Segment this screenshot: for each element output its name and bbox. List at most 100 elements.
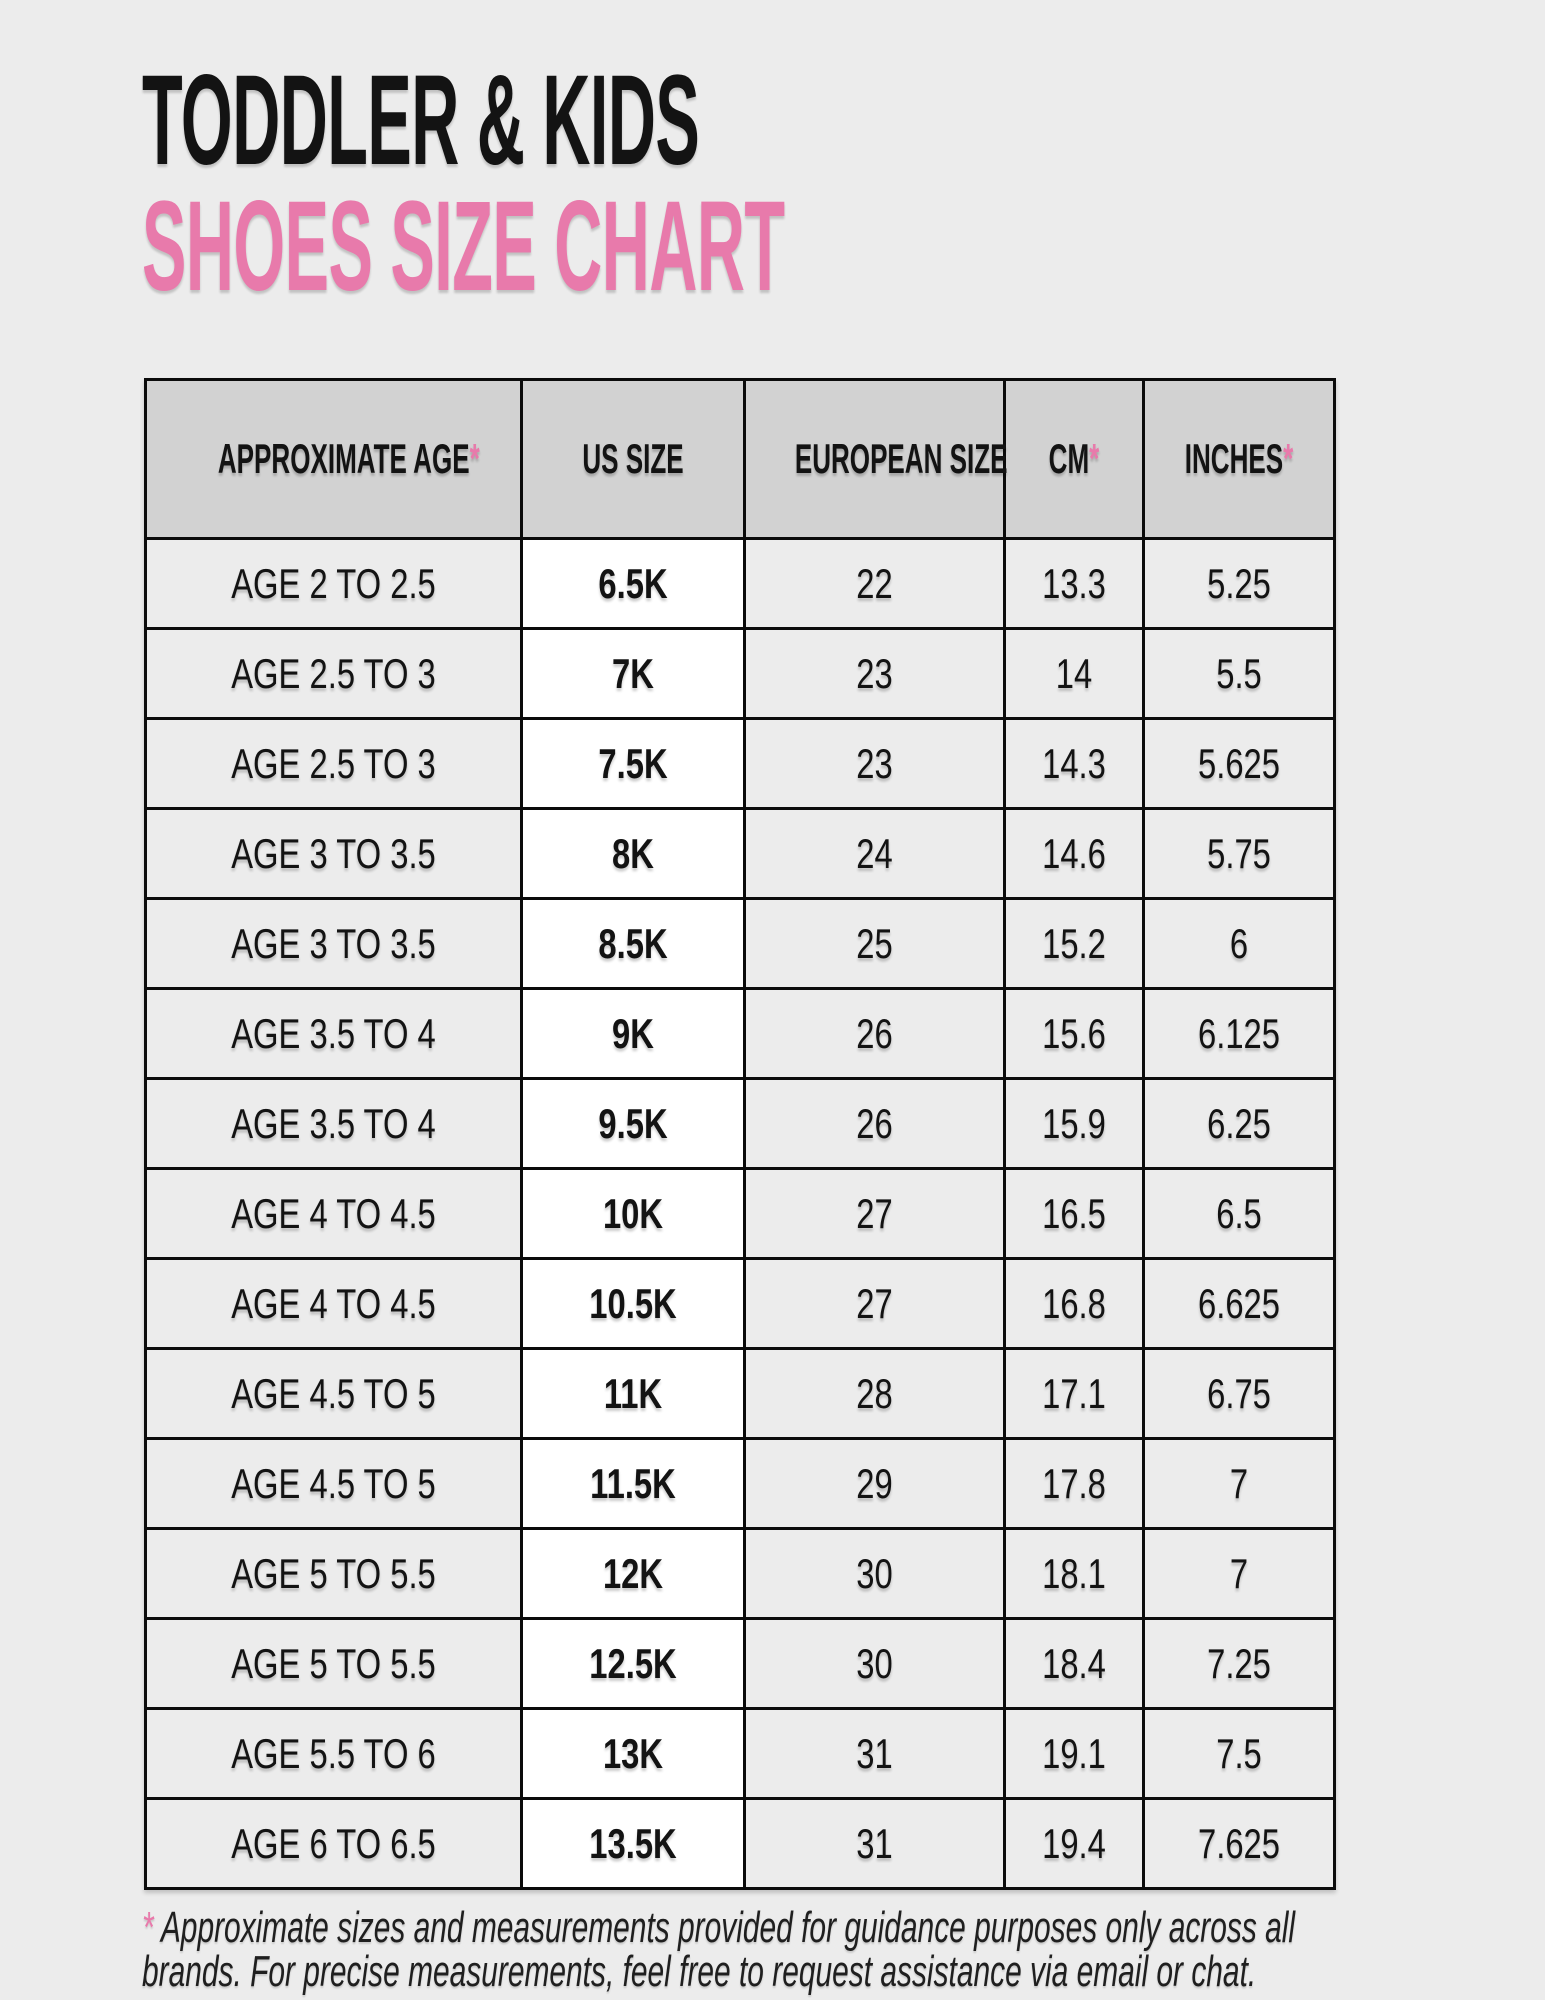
cell-cm: 19.4 bbox=[1003, 1797, 1145, 1890]
cell-european-size: 31 bbox=[743, 1707, 1006, 1800]
cell-european-size: 28 bbox=[743, 1347, 1006, 1440]
cell-approximate-age: AGE 4 TO 4.5 bbox=[144, 1167, 523, 1260]
cell-us-size: 12K bbox=[520, 1527, 746, 1620]
table-row: AGE 3 TO 3.5 8.5K 25 15.2 6 bbox=[144, 897, 1336, 990]
cell-inches: 5.75 bbox=[1142, 807, 1336, 900]
cell-european-size: 27 bbox=[743, 1167, 1006, 1260]
col-header-inches: INCHES* bbox=[1142, 378, 1336, 540]
cell-approximate-age: AGE 6 TO 6.5 bbox=[144, 1797, 523, 1890]
cell-inches: 6 bbox=[1142, 897, 1336, 990]
footnote-asterisk: * bbox=[142, 1903, 154, 1952]
cell-inches: 6.625 bbox=[1142, 1257, 1336, 1350]
cell-inches: 6.5 bbox=[1142, 1167, 1336, 1260]
col-header-cm: CM* bbox=[1003, 378, 1145, 540]
cell-us-size: 7K bbox=[520, 627, 746, 720]
cell-inches: 7.625 bbox=[1142, 1797, 1336, 1890]
col-header-label: EUROPEAN SIZE bbox=[794, 435, 1008, 482]
cell-us-size: 10.5K bbox=[520, 1257, 746, 1350]
cell-inches: 5.25 bbox=[1142, 537, 1336, 630]
cell-european-size: 26 bbox=[743, 1077, 1006, 1170]
cell-us-size: 11K bbox=[520, 1347, 746, 1440]
cell-us-size: 6.5K bbox=[520, 537, 746, 630]
table-row: AGE 4.5 TO 5 11.5K 29 17.8 7 bbox=[144, 1437, 1336, 1530]
cell-approximate-age: AGE 5.5 TO 6 bbox=[144, 1707, 523, 1800]
col-header-approximate-age: APPROXIMATE AGE* bbox=[144, 378, 523, 540]
table-row: AGE 4 TO 4.5 10.5K 27 16.8 6.625 bbox=[144, 1257, 1336, 1350]
cell-inches: 7.25 bbox=[1142, 1617, 1336, 1710]
col-header-label: INCHES bbox=[1184, 435, 1284, 482]
asterisk-mark: * bbox=[1283, 435, 1294, 482]
cell-inches: 7.5 bbox=[1142, 1707, 1336, 1800]
cell-approximate-age: AGE 2.5 TO 3 bbox=[144, 627, 523, 720]
page-title-line-1: TODDLER & KIDS bbox=[142, 49, 700, 192]
col-header-label: US SIZE bbox=[582, 435, 684, 482]
cell-european-size: 31 bbox=[743, 1797, 1006, 1890]
cell-approximate-age: AGE 3 TO 3.5 bbox=[144, 807, 523, 900]
cell-approximate-age: AGE 4 TO 4.5 bbox=[144, 1257, 523, 1350]
cell-us-size: 12.5K bbox=[520, 1617, 746, 1710]
cell-approximate-age: AGE 5 TO 5.5 bbox=[144, 1527, 523, 1620]
cell-inches: 6.125 bbox=[1142, 987, 1336, 1080]
table-row: AGE 3 TO 3.5 8K 24 14.6 5.75 bbox=[144, 807, 1336, 900]
size-table-header: APPROXIMATE AGE* US SIZE EUROPEAN SIZE C… bbox=[144, 378, 1336, 540]
size-table-body: AGE 2 TO 2.5 6.5K 22 13.3 5.25 AGE 2.5 TO 3 7K… bbox=[144, 537, 1336, 1890]
cell-approximate-age: AGE 5 TO 5.5 bbox=[144, 1617, 523, 1710]
cell-approximate-age: AGE 2 TO 2.5 bbox=[144, 537, 523, 630]
table-row: AGE 2.5 TO 3 7.5K 23 14.3 5.625 bbox=[144, 717, 1336, 810]
table-row: AGE 2 TO 2.5 6.5K 22 13.3 5.25 bbox=[144, 537, 1336, 630]
asterisk-mark: * bbox=[469, 435, 480, 482]
cell-european-size: 30 bbox=[743, 1527, 1006, 1620]
cell-inches: 5.625 bbox=[1142, 717, 1336, 810]
footnote: * Approximate sizes and measurements pro… bbox=[142, 1906, 1346, 1994]
cell-us-size: 9.5K bbox=[520, 1077, 746, 1170]
cell-european-size: 23 bbox=[743, 627, 1006, 720]
footnote-text: Approximate sizes and measurements provi… bbox=[142, 1903, 1296, 1996]
cell-inches: 6.25 bbox=[1142, 1077, 1336, 1170]
cell-cm: 18.1 bbox=[1003, 1527, 1145, 1620]
cell-us-size: 8.5K bbox=[520, 897, 746, 990]
cell-european-size: 25 bbox=[743, 897, 1006, 990]
page-title-line-2: SHOES SIZE CHART bbox=[142, 175, 785, 318]
cell-cm: 16.5 bbox=[1003, 1167, 1145, 1260]
table-row: AGE 4 TO 4.5 10K 27 16.5 6.5 bbox=[144, 1167, 1336, 1260]
asterisk-mark: * bbox=[1089, 435, 1100, 482]
cell-cm: 16.8 bbox=[1003, 1257, 1145, 1350]
header-row: APPROXIMATE AGE* US SIZE EUROPEAN SIZE C… bbox=[144, 378, 1336, 540]
size-table: APPROXIMATE AGE* US SIZE EUROPEAN SIZE C… bbox=[144, 378, 1336, 1890]
col-header-european-size: EUROPEAN SIZE bbox=[743, 378, 1008, 540]
cell-european-size: 22 bbox=[743, 537, 1006, 630]
col-header-us-size: US SIZE bbox=[520, 378, 746, 540]
cell-approximate-age: AGE 4.5 TO 5 bbox=[144, 1437, 523, 1530]
table-row: AGE 2.5 TO 3 7K 23 14 5.5 bbox=[144, 627, 1336, 720]
cell-approximate-age: AGE 3.5 TO 4 bbox=[144, 987, 523, 1080]
cell-european-size: 29 bbox=[743, 1437, 1006, 1530]
cell-inches: 7 bbox=[1142, 1527, 1336, 1620]
cell-inches: 5.5 bbox=[1142, 627, 1336, 720]
cell-inches: 7 bbox=[1142, 1437, 1336, 1530]
cell-cm: 17.8 bbox=[1003, 1437, 1145, 1530]
cell-european-size: 23 bbox=[743, 717, 1006, 810]
cell-approximate-age: AGE 2.5 TO 3 bbox=[144, 717, 523, 810]
cell-cm: 15.6 bbox=[1003, 987, 1145, 1080]
cell-cm: 14.6 bbox=[1003, 807, 1145, 900]
cell-approximate-age: AGE 3.5 TO 4 bbox=[144, 1077, 523, 1170]
cell-cm: 13.3 bbox=[1003, 537, 1145, 630]
cell-cm: 17.1 bbox=[1003, 1347, 1145, 1440]
cell-cm: 19.1 bbox=[1003, 1707, 1145, 1800]
cell-us-size: 8K bbox=[520, 807, 746, 900]
cell-inches: 6.75 bbox=[1142, 1347, 1336, 1440]
col-header-label: CM bbox=[1048, 435, 1090, 482]
table-row: AGE 5.5 TO 6 13K 31 19.1 7.5 bbox=[144, 1707, 1336, 1800]
cell-us-size: 10K bbox=[520, 1167, 746, 1260]
cell-european-size: 30 bbox=[743, 1617, 1006, 1710]
cell-us-size: 11.5K bbox=[520, 1437, 746, 1530]
cell-us-size: 7.5K bbox=[520, 717, 746, 810]
cell-cm: 14.3 bbox=[1003, 717, 1145, 810]
cell-us-size: 13K bbox=[520, 1707, 746, 1800]
table-row: AGE 3.5 TO 4 9K 26 15.6 6.125 bbox=[144, 987, 1336, 1080]
table-row: AGE 6 TO 6.5 13.5K 31 19.4 7.625 bbox=[144, 1797, 1336, 1890]
cell-cm: 14 bbox=[1003, 627, 1145, 720]
cell-european-size: 27 bbox=[743, 1257, 1006, 1350]
table-row: AGE 4.5 TO 5 11K 28 17.1 6.75 bbox=[144, 1347, 1336, 1440]
